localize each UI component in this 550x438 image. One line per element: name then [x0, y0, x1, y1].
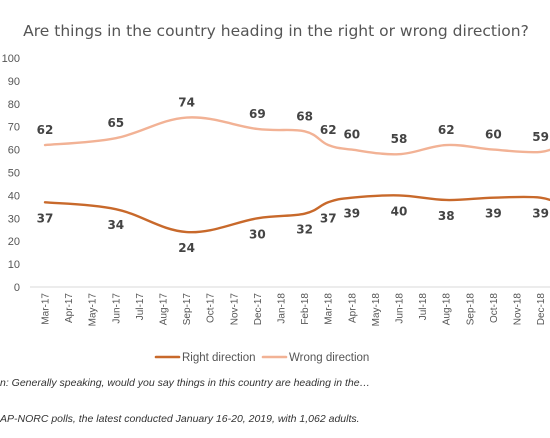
- data-label: 62: [320, 123, 337, 137]
- x-tick-label: Mar-17: [41, 293, 52, 325]
- x-tick-label: Apr-17: [64, 293, 75, 323]
- data-label: 37: [37, 211, 54, 225]
- x-tick-label: Feb-18: [300, 293, 311, 325]
- x-tick-label: Apr-18: [347, 293, 358, 323]
- y-tick-label: 30: [8, 213, 20, 225]
- data-label: 40: [391, 204, 408, 218]
- data-label: 32: [296, 223, 313, 237]
- x-tick-label: Sep-18: [465, 293, 476, 326]
- y-tick-label: 100: [2, 53, 20, 65]
- question-note: n: Generally speaking, would you say thi…: [0, 377, 371, 389]
- data-label: 58: [391, 132, 408, 146]
- data-label: 39: [532, 207, 549, 221]
- data-label: 62: [438, 123, 455, 137]
- x-tick-label: Nov-17: [229, 293, 240, 326]
- data-label: 30: [249, 227, 266, 241]
- x-tick-label: May-18: [371, 293, 382, 327]
- legend-label: Right direction: [182, 352, 256, 364]
- x-tick-label: Dec-17: [253, 293, 264, 326]
- source-note: AP-NORC polls, the latest conducted Janu…: [0, 413, 360, 425]
- x-tick-label: Oct-18: [489, 293, 500, 323]
- y-tick-label: 70: [8, 122, 20, 134]
- data-label: 68: [296, 109, 313, 123]
- y-tick-label: 10: [8, 259, 20, 271]
- x-tick-label: Jul-17: [135, 293, 146, 321]
- x-tick-label: Jul-18: [418, 293, 429, 321]
- y-tick-label: 80: [8, 99, 20, 111]
- x-tick-label: Dec-18: [536, 293, 547, 326]
- legend: Right direction Wrong direction: [154, 352, 369, 364]
- x-tick-label: Jan-18: [277, 293, 288, 324]
- x-tick-label: May-17: [88, 293, 99, 327]
- data-labels: 37 34 24 30 32 37 39 40 38 39 39 62 65 74 69 68 62 60 58 62…: [37, 96, 549, 255]
- series-line-right-direction: [43, 194, 550, 234]
- x-tick-label: Jun-17: [111, 293, 122, 324]
- x-axis: Mar-17 Apr-17 May-17 Jun-17 Jul-17 Aug-17 Sep-…: [30, 286, 550, 327]
- x-tick-label: Mar-18: [324, 293, 335, 325]
- data-label: 39: [485, 207, 502, 221]
- chart-title: Are things in the country heading in the…: [23, 22, 529, 40]
- x-tick-label: Aug-18: [442, 293, 453, 326]
- data-label: 60: [485, 128, 502, 142]
- y-tick-label: 0: [14, 282, 20, 294]
- data-label: 37: [320, 211, 337, 225]
- data-label: 34: [107, 218, 124, 232]
- legend-label: Wrong direction: [289, 352, 369, 364]
- x-tick-label: Oct-17: [206, 293, 217, 323]
- data-label: 24: [178, 241, 195, 255]
- data-label: 39: [343, 207, 360, 221]
- series-line-wrong-direction: [43, 116, 550, 156]
- y-tick-label: 20: [8, 236, 20, 248]
- y-tick-label: 90: [8, 76, 20, 88]
- y-tick-label: 40: [8, 190, 20, 202]
- data-label: 62: [37, 123, 54, 137]
- data-label: 59: [532, 130, 549, 144]
- data-label: 60: [343, 128, 360, 142]
- series-lines: [43, 116, 550, 234]
- x-tick-label: Sep-17: [182, 293, 193, 326]
- data-label: 65: [107, 116, 124, 130]
- data-label: 69: [249, 107, 266, 121]
- data-label: 74: [178, 96, 195, 110]
- x-tick-label: Jun-18: [395, 293, 406, 324]
- y-tick-label: 60: [8, 145, 20, 157]
- data-label: 38: [438, 209, 455, 223]
- x-tick-label: Nov-18: [513, 293, 524, 326]
- x-tick-label: Aug-17: [159, 293, 170, 326]
- y-tick-label: 50: [8, 168, 20, 180]
- y-axis: 0 10 20 30 40 50 60 70 80 90 100: [2, 53, 20, 294]
